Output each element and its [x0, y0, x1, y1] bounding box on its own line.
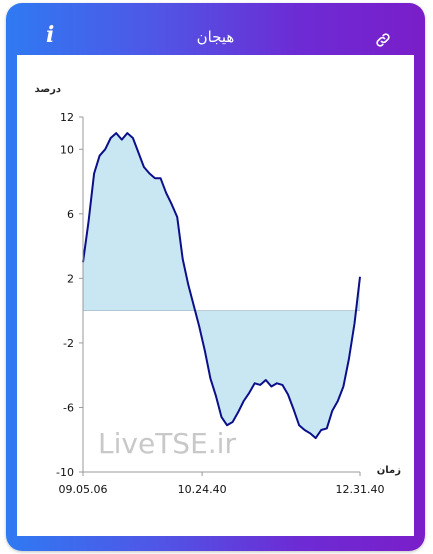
card-title: هیجان — [196, 28, 235, 46]
y-tick-label: 12 — [60, 111, 74, 124]
link-icon[interactable] — [374, 31, 392, 49]
x-tick-label: 09.05.06 — [59, 483, 108, 496]
y-tick-label: -6 — [63, 401, 74, 414]
y-tick-label: 10 — [60, 143, 74, 156]
y-ticks: 12 10 6 2 -2 -6 -10 — [56, 111, 83, 479]
info-icon[interactable]: i — [46, 22, 55, 48]
x-axis-label: زمان — [377, 465, 401, 476]
area-fill — [83, 133, 360, 439]
x-ticks: 09.05.06 10.24.40 12.31.40 — [59, 472, 385, 496]
y-tick-label: -10 — [56, 466, 74, 479]
y-axis-label: درصد — [35, 84, 61, 95]
card-header: i هیجان — [6, 3, 425, 55]
x-tick-label: 12.31.40 — [336, 483, 385, 496]
y-tick-label: 2 — [67, 272, 74, 285]
emotion-chart: 12 10 6 2 -2 -6 -10 09.05.06 10.24.40 12.31.40 د… — [35, 84, 402, 496]
watermark: LiveTSE.ir — [98, 427, 236, 460]
chart-panel: 12 10 6 2 -2 -6 -10 09.05.06 10.24.40 12.31.40 د… — [17, 55, 414, 536]
y-tick-label: -2 — [63, 337, 74, 350]
y-tick-label: 6 — [67, 208, 74, 221]
series-line — [82, 132, 361, 440]
x-tick-label: 10.24.40 — [178, 483, 227, 496]
chart-card: i هیجان 12 10 6 2 -2 -6 -10 09.05.06 10.24.40 12… — [6, 3, 425, 551]
